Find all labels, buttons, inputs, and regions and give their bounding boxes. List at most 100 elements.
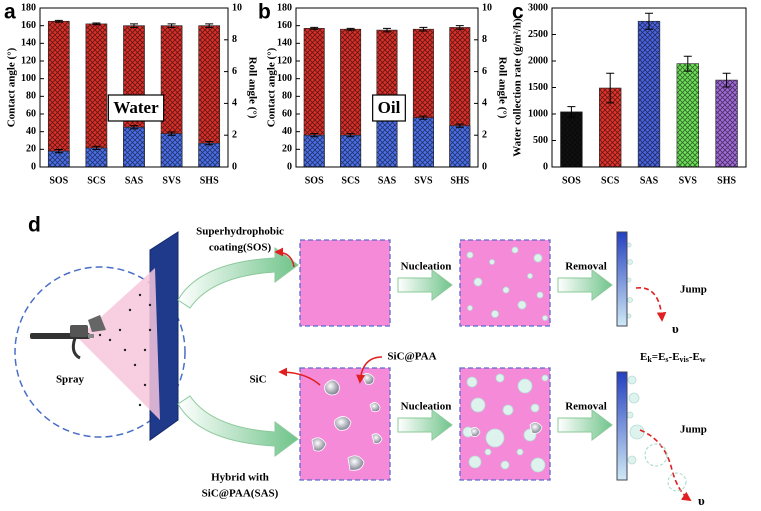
droplet (516, 448, 524, 456)
spray-label: Spray (56, 374, 85, 386)
droplet (473, 277, 483, 287)
x-tick-label: SCS (87, 175, 106, 186)
y2-tick-label: 10 (232, 2, 242, 13)
bar (449, 125, 471, 168)
droplet (466, 251, 474, 259)
bar (85, 147, 108, 168)
bar (637, 20, 661, 168)
error-bar (419, 26, 428, 32)
x-tick-label: SVS (679, 175, 698, 186)
formula-part: -E (689, 351, 700, 363)
arrow (177, 247, 299, 309)
x-tick-label: SCS (601, 175, 620, 186)
error-bar (310, 26, 319, 30)
panel-label: c (512, 1, 524, 24)
bar (160, 133, 183, 168)
droplet (627, 455, 637, 465)
formula-part: E (640, 351, 647, 363)
x-tick-label: SHS (200, 175, 219, 186)
particle (529, 422, 543, 434)
particles (311, 373, 543, 471)
bar (560, 111, 583, 168)
y-tick-label: 2000 (528, 55, 548, 66)
y-tick-label: 1000 (528, 108, 548, 119)
droplet (495, 373, 505, 383)
y2-axis-title: Roll angle (°) (496, 57, 508, 119)
error-bar (455, 25, 464, 30)
y2-tick-label: 10 (482, 2, 492, 13)
bar (47, 20, 70, 168)
spray-gun (30, 315, 106, 360)
bar (85, 23, 108, 168)
plot-frame (295, 7, 479, 168)
error-bar (346, 133, 355, 138)
bar (198, 142, 221, 168)
y-tick-label: 60 (26, 108, 36, 119)
y-tick-label: 120 (277, 55, 292, 66)
error-bar (683, 55, 692, 72)
droplet (470, 397, 486, 413)
y-tick-label: 40 (282, 126, 292, 137)
droplet (530, 457, 546, 473)
y-axis-title: Contact angle (°) (266, 47, 278, 127)
y-tick-label: 120 (21, 55, 36, 66)
error-bar (645, 12, 653, 30)
error-bar (130, 125, 138, 130)
y-axis-title: Water collection rate (g/m²/h) (512, 18, 524, 157)
y-tick-label: 0 (31, 161, 36, 172)
error-bar (130, 23, 138, 28)
bar (715, 79, 738, 168)
droplet (484, 448, 492, 456)
x-tick-label: SCS (341, 175, 360, 186)
particle (347, 455, 365, 471)
droplet (627, 297, 633, 303)
bar (303, 134, 325, 168)
bar (340, 134, 362, 168)
error-bar (205, 23, 214, 28)
error-bar (567, 106, 576, 118)
velocity: υ (672, 321, 679, 336)
droplet (627, 259, 633, 265)
particle (324, 379, 340, 396)
x-tick-label: SVS (162, 175, 181, 186)
error-bar (205, 141, 214, 146)
coating (459, 239, 551, 327)
droplet (500, 460, 510, 470)
error-bar (419, 115, 428, 120)
error-bar (92, 22, 101, 26)
droplet (485, 428, 505, 448)
spray-cone (78, 268, 160, 420)
y-tick-label: 500 (533, 135, 548, 146)
y2-tick-label: 2 (232, 129, 237, 140)
arrow (397, 269, 453, 301)
x-tick-label: SOS (562, 175, 581, 186)
formula-part: vis (680, 355, 689, 364)
droplet (530, 403, 540, 413)
y-tick-label: 160 (21, 20, 36, 31)
y2-tick-label: 6 (232, 66, 237, 77)
error-bar (310, 133, 319, 138)
y-tick-label: 3000 (528, 2, 548, 13)
y-tick-label: 0 (543, 161, 548, 172)
error-bar (383, 27, 391, 33)
schematic: Spray Superhydrophobic coating(SOS) Hybr… (14, 226, 707, 508)
x-tick-label: SOS (49, 175, 68, 186)
arrow (397, 409, 453, 441)
pointer (278, 367, 321, 386)
sic-label: SiC (249, 374, 266, 386)
droplets (462, 242, 645, 473)
surface (616, 231, 628, 327)
formula-part: s (665, 355, 668, 364)
annotation-box (372, 94, 406, 122)
droplet (626, 277, 632, 283)
x-tick-label: SVS (414, 175, 433, 186)
jump-label: Jump (680, 284, 707, 296)
bar (676, 63, 699, 168)
jump-label: Jump (680, 424, 707, 436)
y-tick-label: 40 (26, 126, 36, 137)
x-tick-label: SHS (717, 175, 736, 186)
y2-tick-label: 4 (482, 98, 487, 109)
x-tick-label: SHS (450, 175, 469, 186)
y-tick-label: 0 (287, 161, 292, 172)
y-tick-label: 100 (277, 73, 292, 84)
